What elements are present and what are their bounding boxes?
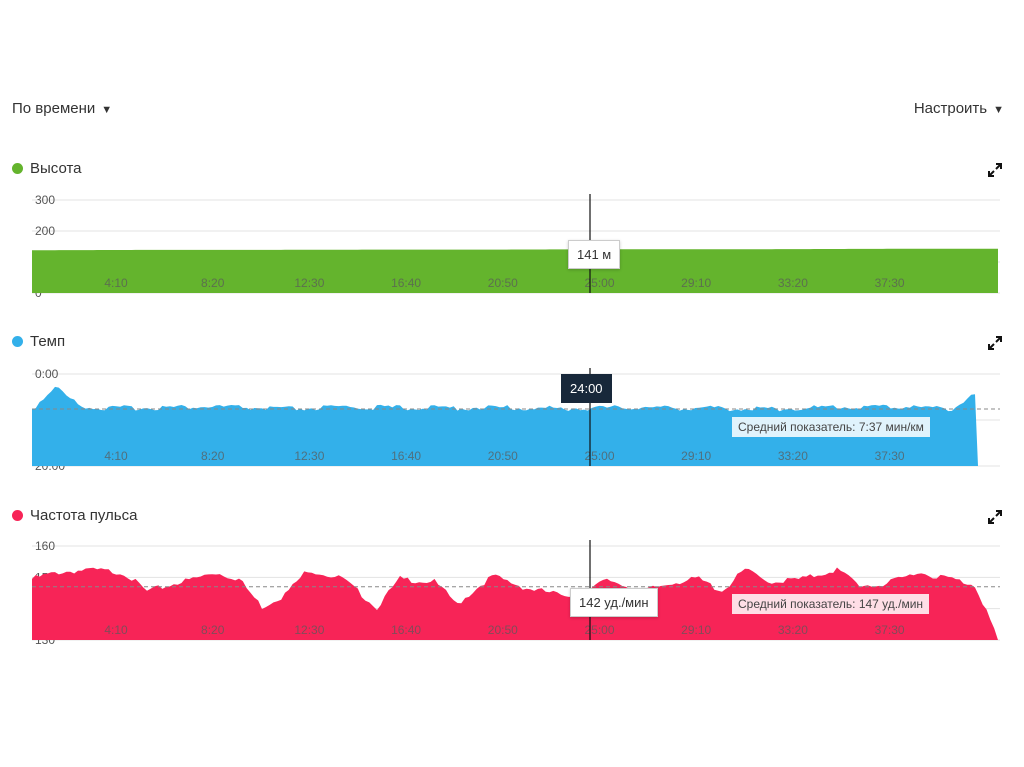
- customize-label: Настроить: [913, 100, 988, 117]
- heart-rate-title-label: Частота пульса: [30, 507, 138, 524]
- altitude-legend-dot: [12, 163, 23, 174]
- x-tick-label: 20:50: [488, 276, 518, 290]
- x-tick-label: 20:50: [488, 449, 518, 463]
- series-area: [32, 386, 978, 466]
- x-tick-label: 20:50: [488, 623, 518, 637]
- x-tick-label: 29:10: [681, 623, 711, 637]
- series-area: [32, 567, 998, 640]
- y-tick-label: 200: [35, 224, 55, 238]
- customize-dropdown[interactable]: Настроить ▼: [914, 100, 1004, 117]
- x-tick-label: 25:00: [584, 449, 614, 463]
- x-tick-label: 16:40: [391, 449, 421, 463]
- x-tick-label: 37:30: [875, 623, 905, 637]
- x-tick-label: 8:20: [201, 623, 225, 637]
- pace-legend-dot: [12, 336, 23, 347]
- x-tick-label: 12:30: [294, 276, 324, 290]
- x-tick-label: 16:40: [391, 276, 421, 290]
- x-tick-label: 12:30: [294, 623, 324, 637]
- altitude-tooltip: 141 м: [568, 240, 621, 269]
- heart-rate-average-label: Средний показатель: 147 уд./мин: [732, 594, 930, 614]
- pace-average-label: Средний показатель: 7:37 мин/км: [732, 417, 930, 437]
- expand-icon[interactable]: [988, 163, 1002, 177]
- heart-rate-tooltip: 142 уд./мин: [570, 588, 658, 617]
- pace-chart[interactable]: 0:0010:0020:004:108:2012:3016:4020:5025:…: [0, 362, 1024, 474]
- x-tick-label: 8:20: [201, 449, 225, 463]
- pace-section-title: Темп: [12, 333, 65, 350]
- x-tick-label: 4:10: [104, 276, 128, 290]
- x-tick-label: 4:10: [104, 449, 128, 463]
- altitude-section-title: Высота: [12, 160, 82, 177]
- view-mode-label: По времени: [12, 100, 96, 117]
- view-mode-dropdown[interactable]: По времени ▼: [12, 100, 112, 117]
- altitude-chart[interactable]: 30020010004:108:2012:3016:4020:5025:0029…: [0, 190, 1024, 300]
- chevron-down-icon: ▼: [101, 104, 113, 116]
- expand-icon[interactable]: [988, 510, 1002, 524]
- x-tick-label: 8:20: [201, 276, 225, 290]
- x-tick-label: 37:30: [875, 449, 905, 463]
- expand-icon[interactable]: [988, 336, 1002, 350]
- x-tick-label: 33:20: [778, 276, 808, 290]
- x-tick-label: 16:40: [391, 623, 421, 637]
- x-tick-label: 25:00: [584, 276, 614, 290]
- x-tick-label: 4:10: [104, 623, 128, 637]
- chevron-down-icon: ▼: [993, 104, 1004, 116]
- x-tick-label: 12:30: [294, 449, 324, 463]
- pace-title-label: Темп: [30, 333, 66, 350]
- cursor-time-tooltip: 24:00: [561, 374, 612, 403]
- x-tick-label: 33:20: [778, 449, 808, 463]
- y-tick-label: 300: [35, 193, 55, 207]
- altitude-title-label: Высота: [30, 160, 82, 177]
- heart-rate-section-title: Частота пульса: [12, 507, 137, 524]
- heart-rate-chart[interactable]: 1601501401304:108:2012:3016:4020:5025:00…: [0, 536, 1024, 648]
- x-tick-label: 33:20: [778, 623, 808, 637]
- series-area: [32, 248, 998, 293]
- y-tick-label: 0:00: [35, 367, 59, 381]
- y-tick-label: 160: [35, 539, 55, 553]
- x-tick-label: 25:00: [584, 623, 614, 637]
- heart-rate-legend-dot: [12, 510, 23, 521]
- x-tick-label: 29:10: [681, 449, 711, 463]
- x-tick-label: 37:30: [875, 276, 905, 290]
- x-tick-label: 29:10: [681, 276, 711, 290]
